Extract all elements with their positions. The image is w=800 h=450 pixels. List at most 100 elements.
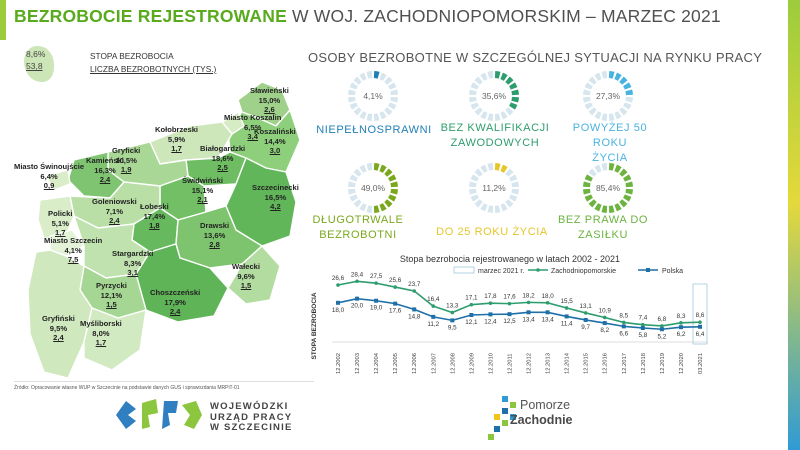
voivodeship-map [27, 81, 301, 379]
data-label: 7,4 [638, 315, 647, 322]
data-label: 5,8 [638, 332, 647, 339]
donut-segment-empty [509, 174, 518, 182]
donut-value: 85,4% [595, 183, 621, 193]
donut-value: 11,2% [482, 183, 506, 193]
donut-segment-empty [349, 174, 358, 182]
map-label-rate: 7,1% [105, 206, 124, 216]
map-label-rate: 8,0% [92, 328, 110, 338]
donut-segment-empty [359, 164, 367, 173]
x-tick-label: 12.2016 [603, 353, 609, 374]
data-point [431, 314, 436, 319]
data-point [679, 321, 683, 325]
donut-segment-empty [470, 194, 479, 202]
pomorze-zachodnie-line2: Zachodnie [510, 413, 573, 427]
donut-segment-empty [588, 168, 597, 177]
donut-value: 4,1% [363, 91, 383, 101]
map-label-name: Miasto Świnoujście [14, 162, 85, 171]
donut-segment-filled [511, 89, 519, 96]
donut-segment-filled [373, 163, 380, 171]
data-label: 9,7 [581, 324, 590, 331]
map-label-rate: 5,1% [51, 218, 69, 228]
data-point [450, 310, 455, 315]
donut-segment-empty [469, 89, 477, 96]
donut-chart [469, 71, 519, 121]
donut-segment-empty [348, 89, 356, 96]
wup-logo-icon [116, 399, 202, 429]
donut-segment-filled [623, 82, 632, 90]
donut-segment-empty [469, 96, 477, 103]
x-tick-label: 12.2003 [355, 353, 361, 374]
data-label: 17,1 [465, 295, 478, 302]
data-point [374, 298, 379, 303]
legend-count-label: LICZBA BEZROBOTNYCH (TYS.) [90, 64, 217, 74]
donut-segment-empty [487, 205, 494, 213]
data-point [564, 306, 569, 310]
donut-segment-empty [366, 205, 373, 213]
data-label: 16,4 [427, 296, 440, 303]
donut-label: POWYŻEJ 50 ROKU ŻYCIA [560, 121, 660, 166]
donut-segment-empty [388, 102, 397, 110]
donut-label-line1: BEZ KWALIFIKACJI [440, 122, 550, 134]
donut-segment-filled [584, 194, 593, 202]
donut-segment-empty [588, 107, 597, 116]
region-mysliborski [83, 307, 147, 371]
donut-segment-empty [487, 71, 494, 79]
donut-label: NIEPEŁNOSPRAWNI [300, 123, 448, 138]
map-label-count: 3,0 [269, 146, 281, 156]
map-label-name: Gryficki [112, 146, 141, 155]
data-label: 18,0 [332, 307, 345, 314]
donut-segment-empty [470, 174, 479, 182]
donut-segment-filled [379, 164, 387, 173]
data-label: 17,6 [389, 308, 402, 315]
donut-segment-filled [373, 71, 380, 79]
data-point [545, 301, 550, 305]
donut-segment-empty [469, 188, 477, 195]
map-label-pyrzycki: Pyrzycki 12,1% 1,5 [96, 281, 127, 310]
donut-label: BEZ KWALIFIKACJI ZAWODOWYCH [432, 121, 558, 151]
donut-label-line2: BEZROBOTNI [319, 229, 397, 241]
donut-segment-filled [608, 163, 615, 171]
donut-segment-filled [384, 168, 393, 177]
donut-label-line1: DŁUGOTRWALE [312, 214, 404, 226]
map-label-name: Świdwiński [182, 176, 223, 185]
donut-segment-empty [494, 205, 501, 213]
map-label-rate: 4,1% [64, 245, 82, 255]
donut-segment-empty [348, 96, 356, 103]
donut-segment-empty [474, 107, 483, 116]
map-label-name: Miasto Szczecin [44, 236, 103, 245]
map-label-name: Sławieński [250, 86, 289, 95]
donut-segment-empty [480, 203, 488, 212]
donut-segment-empty [583, 96, 591, 103]
legend-count-value: 53,8 [26, 61, 43, 71]
donut-segment-filled [608, 71, 615, 79]
map-label-rate: 12,1% [100, 290, 123, 300]
legend-series-label: Polska [662, 268, 683, 275]
data-point [336, 300, 340, 305]
donut-segment-empty [480, 72, 488, 81]
map-label-count: 3,4 [247, 132, 258, 142]
footer-separator [14, 381, 314, 382]
donut-segment-filled [588, 199, 597, 208]
wup-logo-line3: W SZCZECINIE [210, 422, 293, 433]
legend-series-marker [646, 268, 650, 272]
data-point [355, 279, 359, 284]
donut-segment-filled [388, 194, 397, 202]
donut-segment-empty [353, 107, 362, 116]
pomorze-zachodnie-logo-icon [488, 396, 516, 440]
donut-segment-empty [588, 76, 597, 85]
map-label-count: 2,1 [197, 195, 208, 205]
donut-segment-filled [583, 181, 591, 188]
data-point [469, 302, 474, 307]
wup-logo-text: WOJEWÓDZKI URZĄD PRACY W SZCZECINIE [210, 401, 293, 434]
data-label: 19,0 [370, 305, 383, 312]
data-point [660, 324, 664, 328]
data-label: 9,5 [448, 324, 457, 331]
donut-segment-filled [619, 168, 628, 177]
map-label-name: Pyrzycki [96, 281, 127, 290]
data-point [431, 304, 436, 308]
map-label-name: Szczecinecki [252, 183, 299, 192]
data-point [698, 320, 702, 325]
map-label-count: 1,9 [120, 165, 132, 175]
donut-segment-empty [487, 163, 494, 171]
legend-rate-label: STOPA BEZROBOCIA [90, 51, 174, 61]
